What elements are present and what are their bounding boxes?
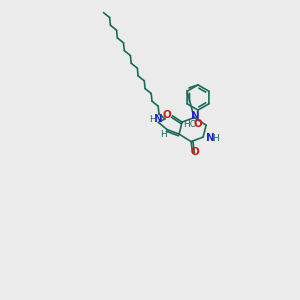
- Text: O: O: [190, 147, 200, 158]
- Text: H: H: [160, 130, 167, 139]
- Text: HO: HO: [183, 120, 196, 129]
- Text: N: N: [154, 114, 163, 124]
- Text: N: N: [206, 133, 215, 143]
- Text: O: O: [162, 110, 171, 120]
- Text: H: H: [150, 115, 156, 124]
- Text: N: N: [190, 111, 200, 121]
- Text: H: H: [212, 134, 218, 143]
- Text: O: O: [193, 119, 202, 129]
